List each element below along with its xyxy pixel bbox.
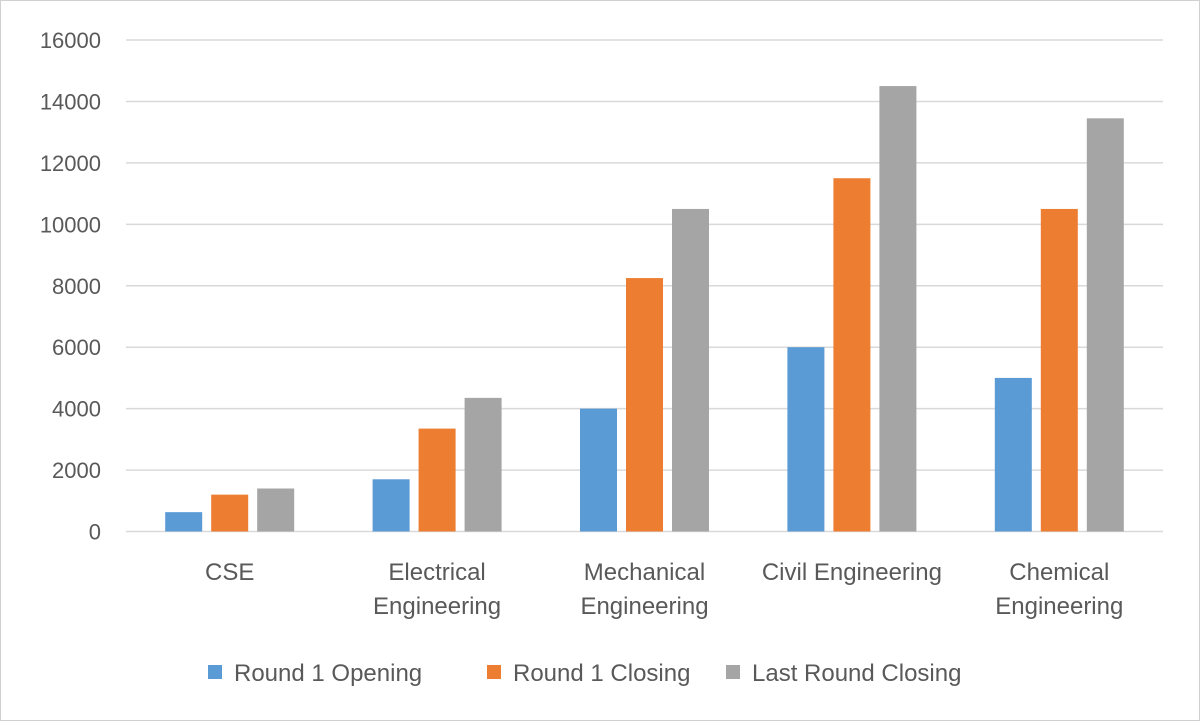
legend-swatch: [208, 665, 222, 679]
y-tick-label: 10000: [40, 212, 101, 237]
bar-last-round-closing: [879, 86, 917, 532]
bar-last-round-closing: [672, 208, 709, 532]
x-tick-label: Electrical: [388, 559, 485, 586]
x-tick-label: Chemical: [1009, 559, 1109, 586]
x-tick-label: Engineering: [995, 593, 1123, 620]
bar-round-1-closing: [418, 428, 456, 532]
bar-round-1-opening: [165, 512, 203, 532]
legend-label: Round 1 Opening: [234, 660, 422, 687]
bar-round-1-opening: [580, 408, 617, 532]
y-tick-label: 14000: [40, 89, 101, 114]
y-tick-label: 12000: [40, 151, 101, 176]
bar-round-1-closing: [626, 278, 663, 532]
y-tick-label: 0: [89, 520, 101, 545]
bar-last-round-closing: [464, 397, 502, 532]
x-tick-label: CSE: [205, 559, 254, 586]
bar-last-round-closing: [1086, 118, 1124, 532]
x-tick-label: Mechanical: [584, 559, 705, 586]
legend-swatch: [726, 665, 740, 679]
bar-round-1-closing: [211, 494, 249, 532]
x-tick-label: Engineering: [373, 593, 501, 620]
y-tick-label: 8000: [52, 274, 101, 299]
y-tick-label: 4000: [52, 397, 101, 422]
legend-label: Last Round Closing: [752, 660, 961, 687]
bar-round-1-opening: [787, 347, 825, 532]
bar-last-round-closing: [257, 488, 295, 532]
bar-round-1-closing: [833, 178, 871, 532]
y-tick-label: 16000: [40, 28, 101, 53]
bar-round-1-opening: [994, 377, 1032, 532]
x-tick-label: Civil Engineering: [762, 559, 942, 586]
x-tick-label: Engineering: [580, 593, 708, 620]
legend-label: Round 1 Closing: [513, 660, 690, 687]
bar-round-1-opening: [372, 479, 410, 532]
bar-round-1-closing: [1040, 208, 1078, 532]
legend-swatch: [487, 665, 501, 679]
y-tick-label: 6000: [52, 335, 101, 360]
y-tick-label: 2000: [52, 458, 101, 483]
